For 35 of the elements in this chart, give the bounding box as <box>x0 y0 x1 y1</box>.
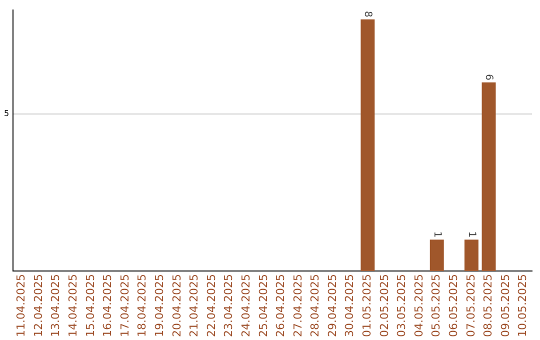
x-tick-label: 03.05.2025 <box>395 274 408 338</box>
data-label: 6 <box>483 74 494 80</box>
x-tick-label: 22.04.2025 <box>204 274 218 338</box>
data-label: 1 <box>431 231 442 238</box>
data-label: 1 <box>466 231 477 238</box>
x-tick-label: 25.04.2025 <box>256 274 270 338</box>
x-tick-label: 24.04.2025 <box>239 274 252 338</box>
x-tick-label: 21.04.2025 <box>188 274 201 338</box>
x-tick-label: 16.04.2025 <box>101 274 114 338</box>
x-tick-label: 30.04.2025 <box>343 274 356 338</box>
x-tick-label: 11.04.2025 <box>14 274 28 338</box>
x-tick-label: 06.05.2025 <box>447 274 460 338</box>
x-tick-label: 19.04.2025 <box>152 274 166 338</box>
x-tick-label: 27.04.2025 <box>291 274 304 338</box>
x-tick-label: 20.04.2025 <box>170 274 184 338</box>
x-tick-label: 17.04.2025 <box>118 274 132 338</box>
x-tick-label: 23.04.2025 <box>222 274 236 338</box>
x-tick-label: 28.04.2025 <box>308 274 322 338</box>
x-tick-label: 10.05.2025 <box>516 274 530 338</box>
x-tick-label: 26.04.2025 <box>274 274 288 338</box>
x-tick-label: 13.04.2025 <box>49 274 62 338</box>
x-tick-label: 08.05.2025 <box>482 274 495 338</box>
x-tick-label: 07.05.2025 <box>464 274 478 338</box>
x-tick-label: 15.04.2025 <box>84 274 97 338</box>
x-tick-label: 14.04.2025 <box>66 274 80 338</box>
x-tick-label: 18.04.2025 <box>136 274 149 338</box>
data-label: 8 <box>362 11 374 18</box>
x-tick-label: 29.04.2025 <box>326 274 339 338</box>
x-tick-label: 01.05.2025 <box>360 274 374 338</box>
x-tick-label: 09.05.2025 <box>498 274 512 338</box>
x-tick-label: 12.04.2025 <box>32 274 45 338</box>
x-tick-label: 05.05.2025 <box>430 274 443 338</box>
x-tick-label: 04.05.2025 <box>412 274 426 338</box>
y-tick-label: 5 <box>4 108 10 118</box>
x-tick-label: 02.05.2025 <box>378 274 391 338</box>
